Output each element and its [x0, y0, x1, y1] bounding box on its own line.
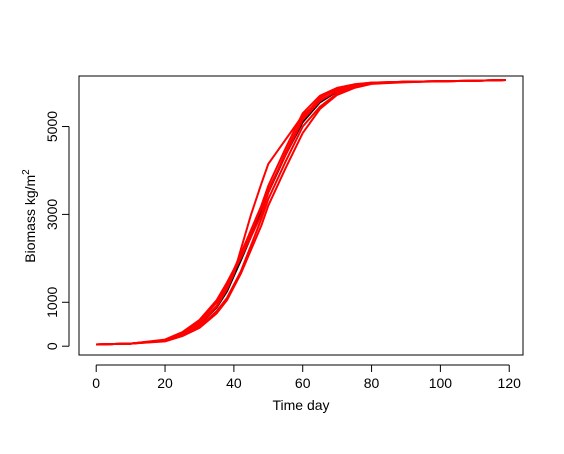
- series-layer: [96, 79, 506, 346]
- series-line-6: [96, 79, 506, 346]
- y-tick-label: 0: [44, 342, 60, 350]
- y-tick-label: 1000: [44, 286, 60, 317]
- y-axis-label-superscript: 2: [21, 169, 32, 175]
- y-tick-label: 5000: [44, 111, 60, 142]
- y-tick-label: 3000: [44, 199, 60, 230]
- x-tick-label: 0: [92, 375, 100, 391]
- x-tick-label: 40: [226, 375, 242, 391]
- y-axis: 0 1000 3000 5000: [44, 111, 70, 350]
- x-tick-label: 100: [429, 375, 453, 391]
- x-tick-label: 120: [498, 375, 522, 391]
- plot-box: [78, 75, 524, 356]
- x-tick-label: 80: [364, 375, 380, 391]
- x-tick-label: 20: [157, 375, 173, 391]
- x-axis-label: Time day: [272, 397, 329, 413]
- y-axis-label: Biomass kg/m2: [21, 169, 38, 263]
- y-axis-label-base: Biomass kg/m: [22, 175, 38, 263]
- x-axis: 0 20 40 60 80 100 120: [92, 364, 522, 391]
- series-line-1: [96, 79, 506, 346]
- x-tick-label: 60: [295, 375, 311, 391]
